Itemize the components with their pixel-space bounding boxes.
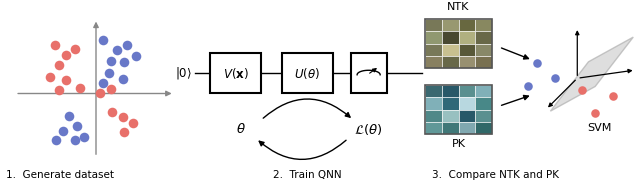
Text: $|0\rangle$: $|0\rangle$	[175, 65, 192, 81]
Point	[590, 111, 600, 114]
Point	[54, 88, 64, 91]
Point	[577, 88, 587, 91]
Point	[119, 61, 129, 64]
Point	[70, 138, 80, 141]
Bar	[442, 85, 458, 97]
Text: 2.  Train QNN: 2. Train QNN	[273, 170, 342, 180]
Point	[119, 131, 129, 134]
Point	[51, 138, 61, 141]
Polygon shape	[550, 37, 634, 111]
Bar	[458, 97, 476, 110]
Point	[112, 49, 122, 52]
Bar	[458, 44, 476, 56]
Point	[523, 85, 533, 88]
Point	[99, 38, 109, 41]
Text: PK: PK	[452, 139, 465, 149]
Bar	[425, 85, 492, 134]
Bar	[425, 44, 442, 56]
Bar	[425, 85, 442, 97]
Bar	[476, 122, 492, 134]
Point	[128, 122, 138, 125]
Bar	[476, 97, 492, 110]
Point	[108, 111, 118, 114]
Bar	[351, 53, 387, 93]
Point	[118, 77, 128, 80]
Text: SVM: SVM	[588, 123, 612, 133]
Text: $U(\theta)$: $U(\theta)$	[294, 66, 320, 81]
Bar	[282, 53, 333, 93]
Bar	[476, 110, 492, 122]
Bar	[476, 44, 492, 56]
Point	[131, 55, 141, 58]
Point	[72, 125, 82, 128]
Point	[106, 59, 116, 62]
Text: 1.  Generate dataset: 1. Generate dataset	[6, 170, 115, 180]
Bar	[442, 44, 458, 56]
Point	[58, 129, 68, 132]
Point	[608, 95, 618, 98]
Point	[54, 64, 64, 67]
Bar	[458, 56, 476, 68]
Point	[118, 116, 128, 119]
Bar	[476, 85, 492, 97]
Bar	[442, 110, 458, 122]
Point	[79, 135, 89, 138]
Bar	[442, 19, 458, 31]
Bar	[442, 122, 458, 134]
Point	[104, 71, 115, 74]
Bar	[425, 56, 442, 68]
Text: NTK: NTK	[447, 2, 470, 12]
Bar	[425, 19, 442, 31]
Text: $\theta$: $\theta$	[236, 122, 246, 136]
Text: $\mathcal{L}(\theta)$: $\mathcal{L}(\theta)$	[355, 122, 383, 137]
Bar	[458, 122, 476, 134]
Bar	[476, 19, 492, 31]
Bar	[210, 53, 261, 93]
Point	[122, 43, 132, 46]
Bar	[458, 19, 476, 31]
Point	[61, 53, 71, 56]
Bar	[425, 122, 442, 134]
Bar	[458, 85, 476, 97]
Bar	[442, 31, 458, 44]
Text: 3.  Compare NTK and PK: 3. Compare NTK and PK	[432, 170, 559, 180]
Point	[106, 88, 116, 91]
Point	[70, 47, 80, 50]
Point	[99, 82, 109, 85]
Bar	[458, 31, 476, 44]
Text: $V(\mathbf{x})$: $V(\mathbf{x})$	[223, 66, 248, 81]
Bar	[458, 110, 476, 122]
Bar	[425, 110, 442, 122]
Bar	[442, 56, 458, 68]
Point	[95, 92, 105, 95]
Point	[50, 43, 60, 46]
Point	[550, 77, 560, 80]
Point	[74, 86, 84, 89]
Bar	[425, 31, 442, 44]
Bar	[425, 97, 442, 110]
Bar	[476, 56, 492, 68]
Point	[45, 76, 55, 79]
Point	[61, 79, 71, 82]
Bar	[425, 19, 492, 68]
Point	[64, 114, 74, 117]
Point	[532, 62, 542, 65]
Bar	[442, 97, 458, 110]
Bar	[476, 31, 492, 44]
